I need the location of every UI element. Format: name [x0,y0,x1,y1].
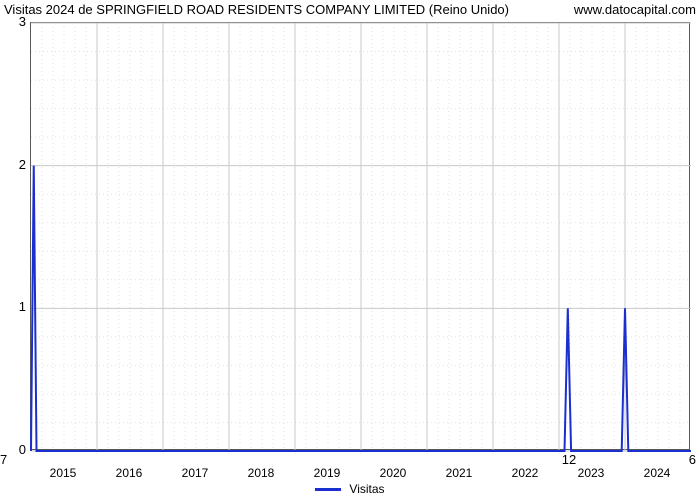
x-tick-label: 2024 [644,466,671,480]
x-tick-label: 2021 [446,466,473,480]
plot-area [30,22,690,450]
y-tick-label: 1 [6,299,26,314]
y-tick-label: 0 [6,442,26,457]
x-tick-label: 2018 [248,466,275,480]
source-watermark: www.datocapital.com [574,2,696,17]
x-tick-label: 2023 [578,466,605,480]
y-tick-label: 3 [6,14,26,29]
bottom-right-annotation: 6 [689,452,696,467]
legend: Visitas [0,482,700,496]
x-tick-label: 2016 [116,466,143,480]
chart-title: Visitas 2024 de SPRINGFIELD ROAD RESIDEN… [4,2,509,17]
series-svg [31,23,689,449]
x-tick-label: 2022 [512,466,539,480]
series-line [31,166,691,451]
x-tick-label: 2019 [314,466,341,480]
chart-container: Visitas 2024 de SPRINGFIELD ROAD RESIDEN… [0,0,700,500]
x-tick-label: 2020 [380,466,407,480]
x-tick-label: 2017 [182,466,209,480]
legend-swatch [315,488,341,491]
y-tick-label: 2 [6,157,26,172]
x-tick-label: 2015 [50,466,77,480]
title-row: Visitas 2024 de SPRINGFIELD ROAD RESIDEN… [0,2,700,17]
legend-label: Visitas [349,482,384,496]
bottom-mid-annotation: 12 [562,452,576,467]
